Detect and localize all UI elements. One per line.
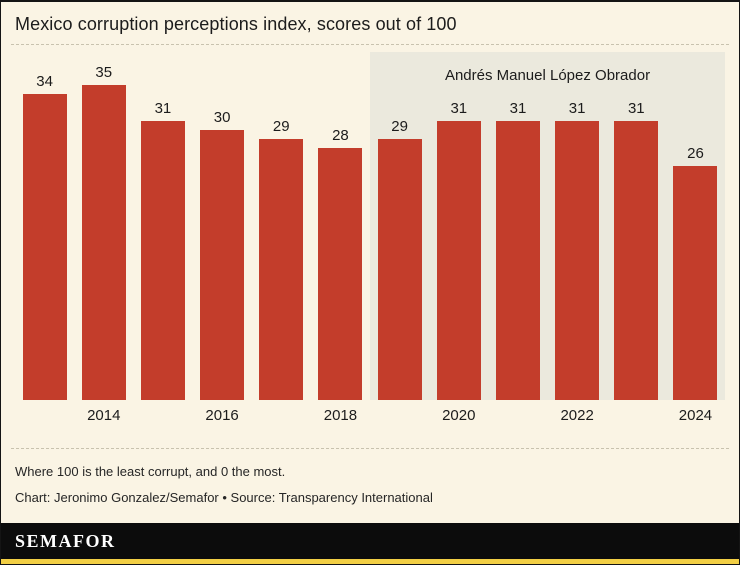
amlo-region-label: Andrés Manuel López Obrador (444, 67, 651, 84)
bar-value-label: 28 (332, 127, 349, 144)
bar-slot-2017: 29 (252, 45, 311, 400)
bar (673, 166, 718, 400)
footnote: Where 100 is the least corrupt, and 0 th… (15, 464, 286, 479)
bar (200, 130, 245, 400)
x-tick-label: 2020 (442, 406, 476, 424)
bar-slot-2015: 31 (133, 45, 192, 400)
bars: 34 35 31 30 29 28 29 31 31 31 31 26 (15, 45, 725, 400)
bar-slot-2016: 30 (193, 45, 252, 400)
bar (318, 148, 363, 400)
bar-value-label: 31 (450, 100, 468, 117)
bar (81, 85, 126, 400)
bar (377, 139, 422, 400)
bar-value-label: 35 (95, 64, 113, 81)
x-tick-label: 2016 (205, 406, 239, 424)
x-tick-label: 2018 (323, 406, 358, 424)
amlo-region: Andrés Manuel López Obrador (370, 52, 725, 400)
bar-slot-2013: 34 (15, 45, 74, 400)
bar-slot-2019: 29 (370, 45, 429, 400)
bar-value-label: 30 (213, 109, 231, 126)
x-axis: 2014 2016 2018 2020 2022 2024 (15, 400, 725, 430)
chart-title: Mexico corruption perceptions index, sco… (15, 14, 457, 34)
credit-line: Chart: Jeronimo Gonzalez/Semafor • Sourc… (15, 490, 433, 505)
bar-slot-2023: 31 (607, 45, 666, 400)
x-tick-label: 2014 (87, 406, 121, 424)
x-tick-label: 2024 (678, 406, 713, 424)
semafor-logo: SEMAFOR (15, 530, 116, 551)
bar-value-label: 31 (627, 100, 645, 117)
bar (259, 139, 304, 400)
bar-value-label: 26 (687, 145, 704, 162)
bar-value-label: 31 (509, 100, 527, 117)
bottom-divider (11, 448, 729, 449)
accent-line (1, 559, 739, 564)
bar-value-label: 31 (568, 100, 586, 117)
bar-slot-2024: 26 (666, 45, 725, 400)
bar-slot-2018: 28 (311, 45, 370, 400)
bar-slot-2022: 31 (548, 45, 607, 400)
bar (436, 121, 481, 400)
bar (495, 121, 540, 400)
bar-value-label: 29 (391, 118, 408, 135)
brand-bar: SEMAFOR (1, 523, 739, 559)
bar-slot-2020: 31 (429, 45, 488, 400)
bar-value-label: 29 (272, 118, 290, 135)
bar-value-label: 31 (154, 100, 172, 117)
bar-slot-2021: 31 (488, 45, 547, 400)
bar-value-label: 34 (36, 73, 53, 90)
bar (614, 121, 659, 400)
x-tick-label: 2022 (560, 406, 594, 424)
bar (555, 121, 600, 400)
bar (22, 94, 67, 400)
bar-slot-2014: 35 (74, 45, 133, 400)
bar (140, 121, 185, 400)
top-divider (11, 44, 729, 45)
bar-chart: Andrés Manuel López Obrador 34 35 31 30 29 28… (15, 45, 725, 430)
